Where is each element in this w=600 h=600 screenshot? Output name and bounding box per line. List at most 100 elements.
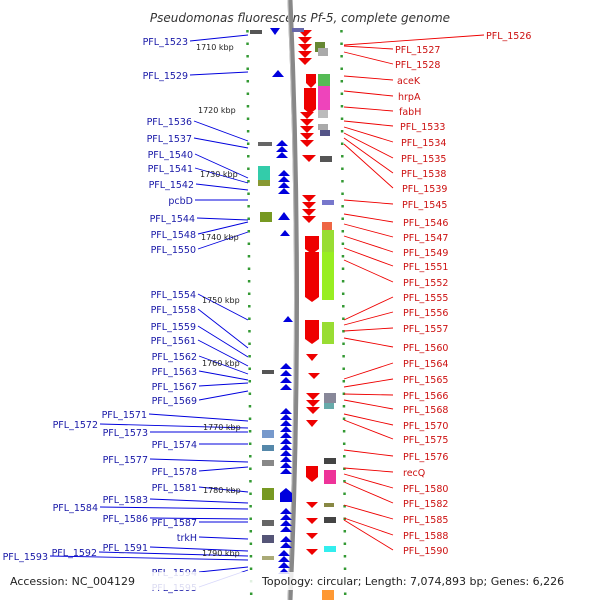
- annotation-box[interactable]: [324, 458, 336, 464]
- gene-arrow[interactable]: [278, 550, 290, 556]
- gene-arrow[interactable]: [278, 176, 290, 182]
- annotation-box[interactable]: [262, 556, 274, 560]
- gene-label[interactable]: PFL_1548: [151, 230, 196, 241]
- gene-label[interactable]: PFL_1571: [102, 410, 147, 421]
- gene-arrow[interactable]: [298, 37, 312, 44]
- gene-arrow[interactable]: [278, 556, 290, 562]
- annotation-box[interactable]: [292, 28, 304, 32]
- gene-label[interactable]: fabH: [399, 107, 421, 118]
- gene-arrow[interactable]: [270, 28, 280, 35]
- gene-label[interactable]: PFL_1574: [152, 440, 197, 451]
- gene-arrow[interactable]: [300, 126, 314, 133]
- annotation-box[interactable]: [318, 110, 328, 118]
- gene-arrow[interactable]: [306, 354, 318, 361]
- gene-block[interactable]: [305, 252, 319, 302]
- annotation-box[interactable]: [318, 48, 328, 56]
- gene-label[interactable]: PFL_1544: [150, 214, 195, 225]
- gene-label[interactable]: PFL_1528: [395, 60, 440, 71]
- gene-label[interactable]: PFL_1581: [152, 483, 197, 494]
- annotation-box[interactable]: [262, 370, 274, 374]
- gene-arrow[interactable]: [280, 432, 292, 438]
- gene-label[interactable]: PFL_1559: [151, 322, 196, 333]
- gene-arrow[interactable]: [306, 502, 318, 508]
- gene-arrow[interactable]: [302, 155, 316, 162]
- gene-arrow[interactable]: [280, 230, 290, 236]
- gene-label[interactable]: PFL_1578: [152, 467, 197, 478]
- gene-label[interactable]: PFL_1534: [401, 138, 446, 149]
- gene-label[interactable]: PFL_1539: [402, 184, 447, 195]
- gene-label[interactable]: hrpA: [398, 92, 421, 103]
- gene-arrow[interactable]: [283, 316, 293, 322]
- gene-label[interactable]: PFL_1529: [143, 71, 188, 82]
- gene-label[interactable]: PFL_1586: [103, 514, 148, 525]
- gene-arrow[interactable]: [302, 195, 316, 202]
- gene-block[interactable]: [305, 320, 319, 344]
- gene-arrow[interactable]: [280, 462, 292, 468]
- gene-label[interactable]: PFL_1540: [148, 150, 193, 161]
- gene-label[interactable]: PFL_1547: [403, 233, 448, 244]
- gene-arrow[interactable]: [302, 202, 316, 209]
- gene-label[interactable]: PFL_1591: [103, 543, 148, 554]
- gene-arrow[interactable]: [298, 44, 312, 51]
- annotation-box[interactable]: [318, 74, 330, 86]
- gene-label[interactable]: PFL_1541: [148, 164, 193, 175]
- gene-label[interactable]: PFL_1568: [403, 405, 448, 416]
- annotation-box[interactable]: [262, 445, 274, 451]
- gene-arrow[interactable]: [278, 182, 290, 188]
- gene-label[interactable]: PFL_1556: [403, 308, 448, 319]
- gene-label[interactable]: PFL_1545: [402, 200, 447, 211]
- annotation-box[interactable]: [322, 230, 334, 252]
- gene-arrow[interactable]: [280, 420, 292, 426]
- gene-arrow[interactable]: [280, 456, 292, 462]
- gene-arrow[interactable]: [276, 152, 288, 158]
- gene-label[interactable]: PFL_1593: [3, 552, 48, 563]
- gene-arrow[interactable]: [306, 533, 318, 539]
- gene-arrow[interactable]: [306, 420, 318, 427]
- annotation-box[interactable]: [258, 142, 272, 146]
- annotation-box[interactable]: [262, 535, 274, 543]
- gene-arrow[interactable]: [280, 408, 292, 414]
- gene-label[interactable]: PFL_1562: [152, 352, 197, 363]
- gene-label[interactable]: PFL_1565: [403, 375, 448, 386]
- gene-label[interactable]: PFL_1560: [403, 343, 448, 354]
- annotation-box[interactable]: [250, 30, 262, 34]
- annotation-box[interactable]: [262, 430, 274, 438]
- gene-arrow[interactable]: [280, 520, 292, 526]
- gene-label[interactable]: PFL_1570: [403, 421, 448, 432]
- gene-label[interactable]: PFL_1536: [147, 117, 192, 128]
- gene-arrow[interactable]: [306, 407, 320, 414]
- annotation-box[interactable]: [318, 86, 330, 110]
- gene-arrow[interactable]: [300, 140, 314, 147]
- gene-block[interactable]: [280, 488, 292, 502]
- annotation-box[interactable]: [324, 470, 336, 484]
- gene-label[interactable]: PFL_1537: [147, 134, 192, 145]
- gene-label[interactable]: PFL_1538: [401, 169, 446, 180]
- gene-block[interactable]: [304, 88, 316, 114]
- gene-label[interactable]: PFL_1533: [400, 122, 445, 133]
- gene-label[interactable]: PFL_1549: [403, 248, 448, 259]
- gene-arrow[interactable]: [280, 384, 292, 390]
- gene-label[interactable]: PFL_1590: [403, 546, 448, 557]
- gene-label[interactable]: PFL_1575: [403, 435, 448, 446]
- annotation-box[interactable]: [320, 156, 332, 162]
- gene-arrow[interactable]: [306, 400, 320, 407]
- gene-arrow[interactable]: [280, 450, 292, 456]
- gene-arrow[interactable]: [302, 209, 316, 216]
- gene-arrow[interactable]: [278, 188, 290, 194]
- gene-arrow[interactable]: [280, 426, 292, 432]
- gene-arrow[interactable]: [300, 112, 314, 119]
- annotation-box[interactable]: [322, 590, 334, 600]
- gene-arrow[interactable]: [300, 133, 314, 140]
- gene-arrow[interactable]: [280, 468, 292, 474]
- gene-label[interactable]: PFL_1576: [403, 452, 448, 463]
- annotation-box[interactable]: [324, 517, 336, 523]
- gene-label[interactable]: PFL_1554: [151, 290, 196, 301]
- gene-label[interactable]: PFL_1584: [53, 503, 98, 514]
- gene-label[interactable]: trkH: [177, 533, 197, 544]
- gene-arrow[interactable]: [278, 212, 290, 220]
- gene-label[interactable]: recQ: [403, 468, 425, 479]
- gene-label[interactable]: PFL_1523: [143, 37, 188, 48]
- gene-arrow[interactable]: [276, 146, 288, 152]
- gene-arrow[interactable]: [302, 216, 316, 223]
- gene-arrow[interactable]: [306, 518, 318, 524]
